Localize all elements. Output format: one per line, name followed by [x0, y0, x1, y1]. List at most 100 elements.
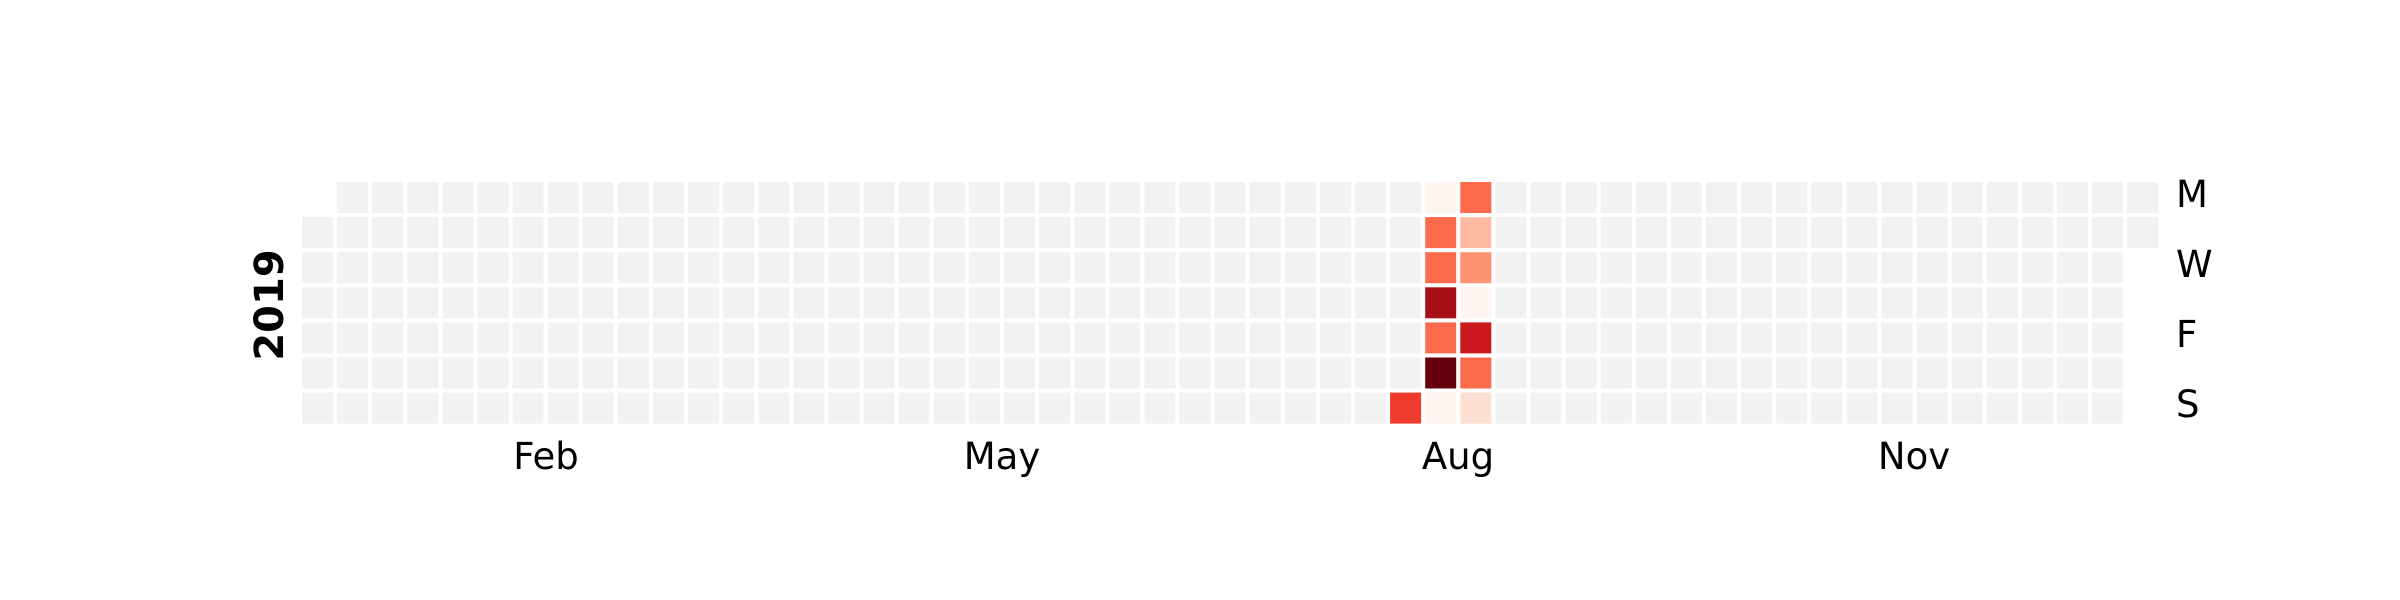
- heatmap-cell-2019-12-06: [1986, 322, 2018, 354]
- heatmap-cell-2019-05-02: [898, 287, 930, 319]
- heatmap-cell-2019-09-22: [1600, 392, 1632, 424]
- heatmap-cell-2019-03-14: [653, 287, 684, 319]
- heatmap-cell-2019-05-31: [1039, 322, 1071, 354]
- heatmap-cell-2019-06-29: [1179, 357, 1211, 389]
- heatmap-cell-2019-01-11: [337, 322, 369, 354]
- heatmap-cell-2019-02-08: [477, 322, 509, 354]
- heatmap-cell-2019-09-10: [1565, 217, 1597, 249]
- heatmap-cell-2019-08-18: [1425, 392, 1457, 424]
- heatmap-cell-2019-05-05: [898, 392, 930, 424]
- heatmap-cell-2019-01-12: [337, 357, 369, 389]
- heatmap-cell-2019-01-26: [407, 357, 439, 389]
- heatmap-cell-2019-10-17: [1741, 287, 1773, 319]
- heatmap-cell-2019-11-20: [1916, 252, 1948, 284]
- heatmap-cell-2019-07-06: [1214, 357, 1246, 389]
- heatmap-cell-2019-05-26: [1004, 392, 1035, 424]
- heatmap-cell-2019-06-19: [1144, 252, 1176, 284]
- day-label-monday: M: [2176, 173, 2208, 216]
- heatmap-cell-2019-02-18: [547, 182, 579, 213]
- heatmap-cell-2019-11-10: [1846, 392, 1878, 424]
- heatmap-cell-2019-10-22: [1776, 217, 1808, 249]
- heatmap-cell-2019-10-13: [1706, 392, 1737, 424]
- heatmap-cell-2019-07-11: [1249, 287, 1281, 319]
- heatmap-cell-2019-08-14: [1425, 252, 1457, 284]
- heatmap-cell-2019-11-01: [1811, 322, 1843, 354]
- heatmap-cell-2019-12-15: [2021, 392, 2053, 424]
- heatmap-cell-2019-01-15: [372, 217, 404, 249]
- heatmap-cell-2019-05-22: [1004, 252, 1035, 284]
- heatmap-cell-2019-02-05: [477, 217, 509, 249]
- heatmap-cell-2019-07-23: [1319, 217, 1351, 249]
- heatmap-cell-2019-12-07: [1986, 357, 2018, 389]
- heatmap-cell-2019-08-19: [1460, 182, 1492, 213]
- heatmap-cell-2019-04-03: [758, 252, 790, 284]
- heatmap-cell-2019-03-31: [723, 392, 755, 424]
- heatmap-cell-2019-07-28: [1319, 392, 1351, 424]
- heatmap-cell-2019-10-04: [1670, 322, 1702, 354]
- heatmap-cell-2019-04-21: [828, 392, 860, 424]
- heatmap-cell-2019-07-02: [1214, 217, 1246, 249]
- heatmap-cell-2019-04-26: [863, 322, 895, 354]
- heatmap-cell-2019-09-17: [1600, 217, 1632, 249]
- heatmap-cell-2019-06-04: [1074, 217, 1106, 249]
- heatmap-cell-2019-09-20: [1600, 322, 1632, 354]
- heatmap-cell-2019-06-28: [1179, 322, 1211, 354]
- heatmap-cell-2019-11-27: [1951, 252, 1983, 284]
- heatmap-cell-2019-07-19: [1284, 322, 1316, 354]
- heatmap-cell-2019-01-06: [302, 392, 333, 424]
- heatmap-cell-2019-11-21: [1916, 287, 1948, 319]
- heatmap-cell-2019-07-07: [1214, 392, 1246, 424]
- heatmap-cell-2019-02-04: [477, 182, 509, 213]
- heatmap-cell-2019-12-08: [1986, 392, 2018, 424]
- heatmap-cell-2019-09-03: [1530, 217, 1562, 249]
- heatmap-cell-2019-07-01: [1214, 182, 1246, 213]
- heatmap-cell-2019-05-24: [1004, 322, 1035, 354]
- heatmap-cell-2019-10-14: [1741, 182, 1773, 213]
- heatmap-cell-2019-12-26: [2092, 287, 2124, 319]
- heatmap-cell-2019-05-21: [1004, 217, 1035, 249]
- heatmap-cell-2019-06-16: [1109, 392, 1141, 424]
- heatmap-cell-2019-02-06: [477, 252, 509, 284]
- heatmap-cell-2019-10-01: [1670, 217, 1702, 249]
- heatmap-cell-2019-05-25: [1004, 357, 1035, 389]
- heatmap-cell-2019-07-27: [1319, 357, 1351, 389]
- heatmap-cell-2019-03-28: [723, 287, 755, 319]
- heatmap-cell-2019-02-21: [547, 287, 579, 319]
- heatmap-cell-2019-03-26: [723, 217, 755, 249]
- heatmap-cell-2019-10-15: [1741, 217, 1773, 249]
- heatmap-cell-2019-08-16: [1425, 322, 1457, 354]
- heatmap-cell-2019-10-16: [1741, 252, 1773, 284]
- heatmap-cell-2019-12-11: [2021, 252, 2053, 284]
- heatmap-cell-2019-10-05: [1670, 357, 1702, 389]
- heatmap-cell-2019-12-30: [2127, 182, 2159, 213]
- heatmap-cell-2019-03-09: [617, 357, 649, 389]
- heatmap-cell-2019-10-20: [1741, 392, 1773, 424]
- heatmap-cell-2019-09-11: [1565, 252, 1597, 284]
- heatmap-cell-2019-04-04: [758, 287, 790, 319]
- heatmap-cell-2019-11-09: [1846, 357, 1878, 389]
- heatmap-cell-2019-12-23: [2092, 182, 2124, 213]
- heatmap-cell-2019-09-19: [1600, 287, 1632, 319]
- heatmap-cell-2019-02-11: [512, 182, 544, 213]
- heatmap-cell-2019-09-08: [1530, 392, 1562, 424]
- heatmap-cell-2019-04-30: [898, 217, 930, 249]
- heatmap-cell-2019-09-12: [1565, 287, 1597, 319]
- heatmap-cell-2019-10-24: [1776, 287, 1808, 319]
- heatmap-cell-2019-08-07: [1390, 252, 1422, 284]
- heatmap-cell-2019-05-04: [898, 357, 930, 389]
- heatmap-cell-2019-08-06: [1390, 217, 1422, 249]
- heatmap-cell-2019-01-13: [337, 392, 369, 424]
- heatmap-cell-2019-02-16: [512, 357, 544, 389]
- heatmap-cell-2019-09-06: [1530, 322, 1562, 354]
- heatmap-cell-2019-11-02: [1811, 357, 1843, 389]
- heatmap-cell-2019-05-09: [933, 287, 965, 319]
- heatmap-cell-2019-09-01: [1495, 392, 1527, 424]
- heatmap-cell-2019-10-28: [1811, 182, 1843, 213]
- heatmap-cell-2019-11-16: [1881, 357, 1913, 389]
- heatmap-cell-2019-02-01: [442, 322, 474, 354]
- heatmap-cell-2019-06-27: [1179, 287, 1211, 319]
- heatmap-cell-2019-09-26: [1635, 287, 1667, 319]
- heatmap-cell-2019-03-30: [723, 357, 755, 389]
- heatmap-cell-2019-11-22: [1916, 322, 1948, 354]
